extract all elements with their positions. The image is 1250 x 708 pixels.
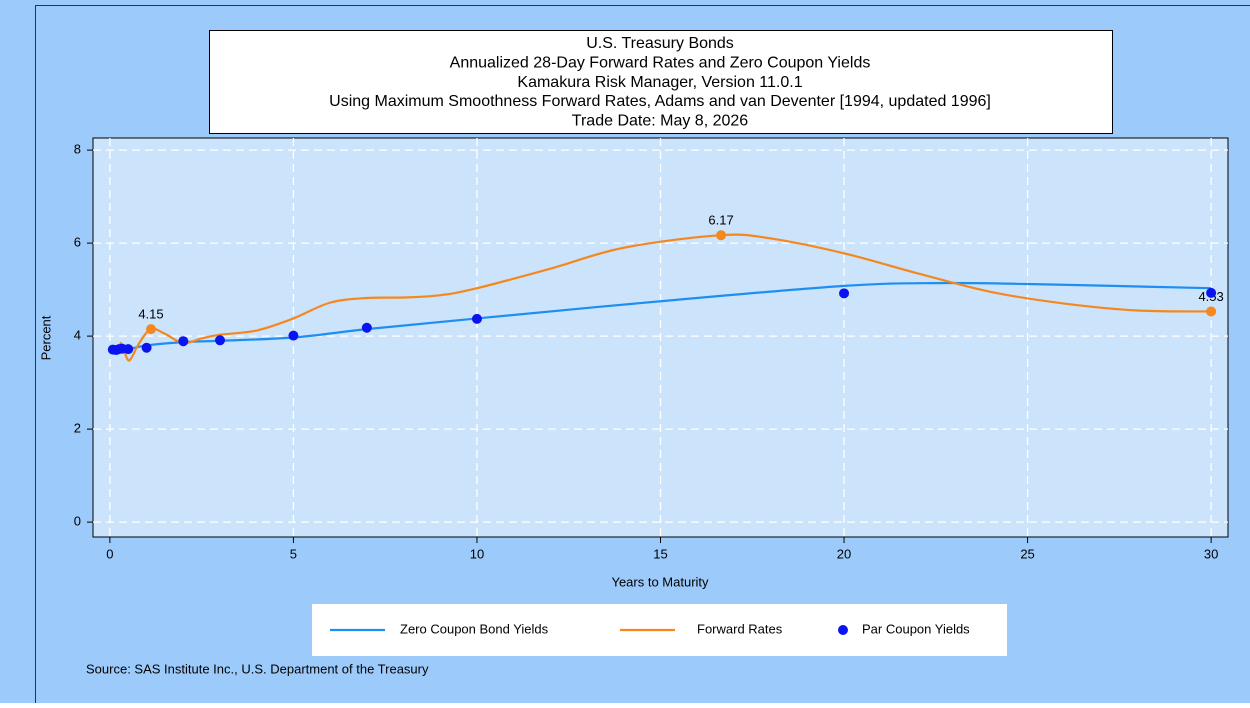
highlight-point [146, 324, 156, 334]
data-label: 6.17 [708, 213, 733, 228]
title-line: Using Maximum Smoothness Forward Rates, … [329, 93, 991, 110]
highlight-point [716, 230, 726, 240]
y-axis-label: Percent [38, 315, 53, 360]
point [362, 323, 372, 333]
point [288, 331, 298, 341]
point [178, 336, 188, 346]
legend-marker [838, 625, 848, 635]
source-note: Source: SAS Institute Inc., U.S. Departm… [86, 661, 429, 676]
legend-label: Par Coupon Yields [862, 621, 970, 636]
data-label: 4.15 [138, 307, 163, 322]
point [1206, 288, 1216, 298]
x-tick-label: 30 [1204, 546, 1218, 561]
legend-label: Zero Coupon Bond Yields [400, 621, 549, 636]
title-line: U.S. Treasury Bonds [586, 35, 734, 52]
x-tick-label: 15 [653, 546, 667, 561]
y-tick-label: 8 [74, 142, 81, 157]
highlight-point [1206, 306, 1216, 316]
title-line: Trade Date: May 8, 2026 [572, 112, 748, 129]
legend-label: Forward Rates [697, 621, 783, 636]
point [472, 314, 482, 324]
point [839, 288, 849, 298]
point [142, 343, 152, 353]
y-tick-label: 0 [74, 514, 81, 529]
y-tick-label: 6 [74, 235, 81, 250]
x-axis-label: Years to Maturity [611, 574, 709, 589]
title-line: Kamakura Risk Manager, Version 11.0.1 [517, 74, 802, 91]
y-tick-label: 2 [74, 421, 81, 436]
title-line: Annualized 28-Day Forward Rates and Zero… [450, 55, 871, 72]
x-tick-label: 20 [837, 546, 851, 561]
point [215, 335, 225, 345]
point [123, 344, 133, 354]
x-tick-label: 10 [470, 546, 484, 561]
x-tick-label: 0 [106, 546, 113, 561]
y-tick-label: 4 [74, 328, 81, 343]
x-tick-label: 25 [1020, 546, 1034, 561]
x-tick-label: 5 [290, 546, 297, 561]
